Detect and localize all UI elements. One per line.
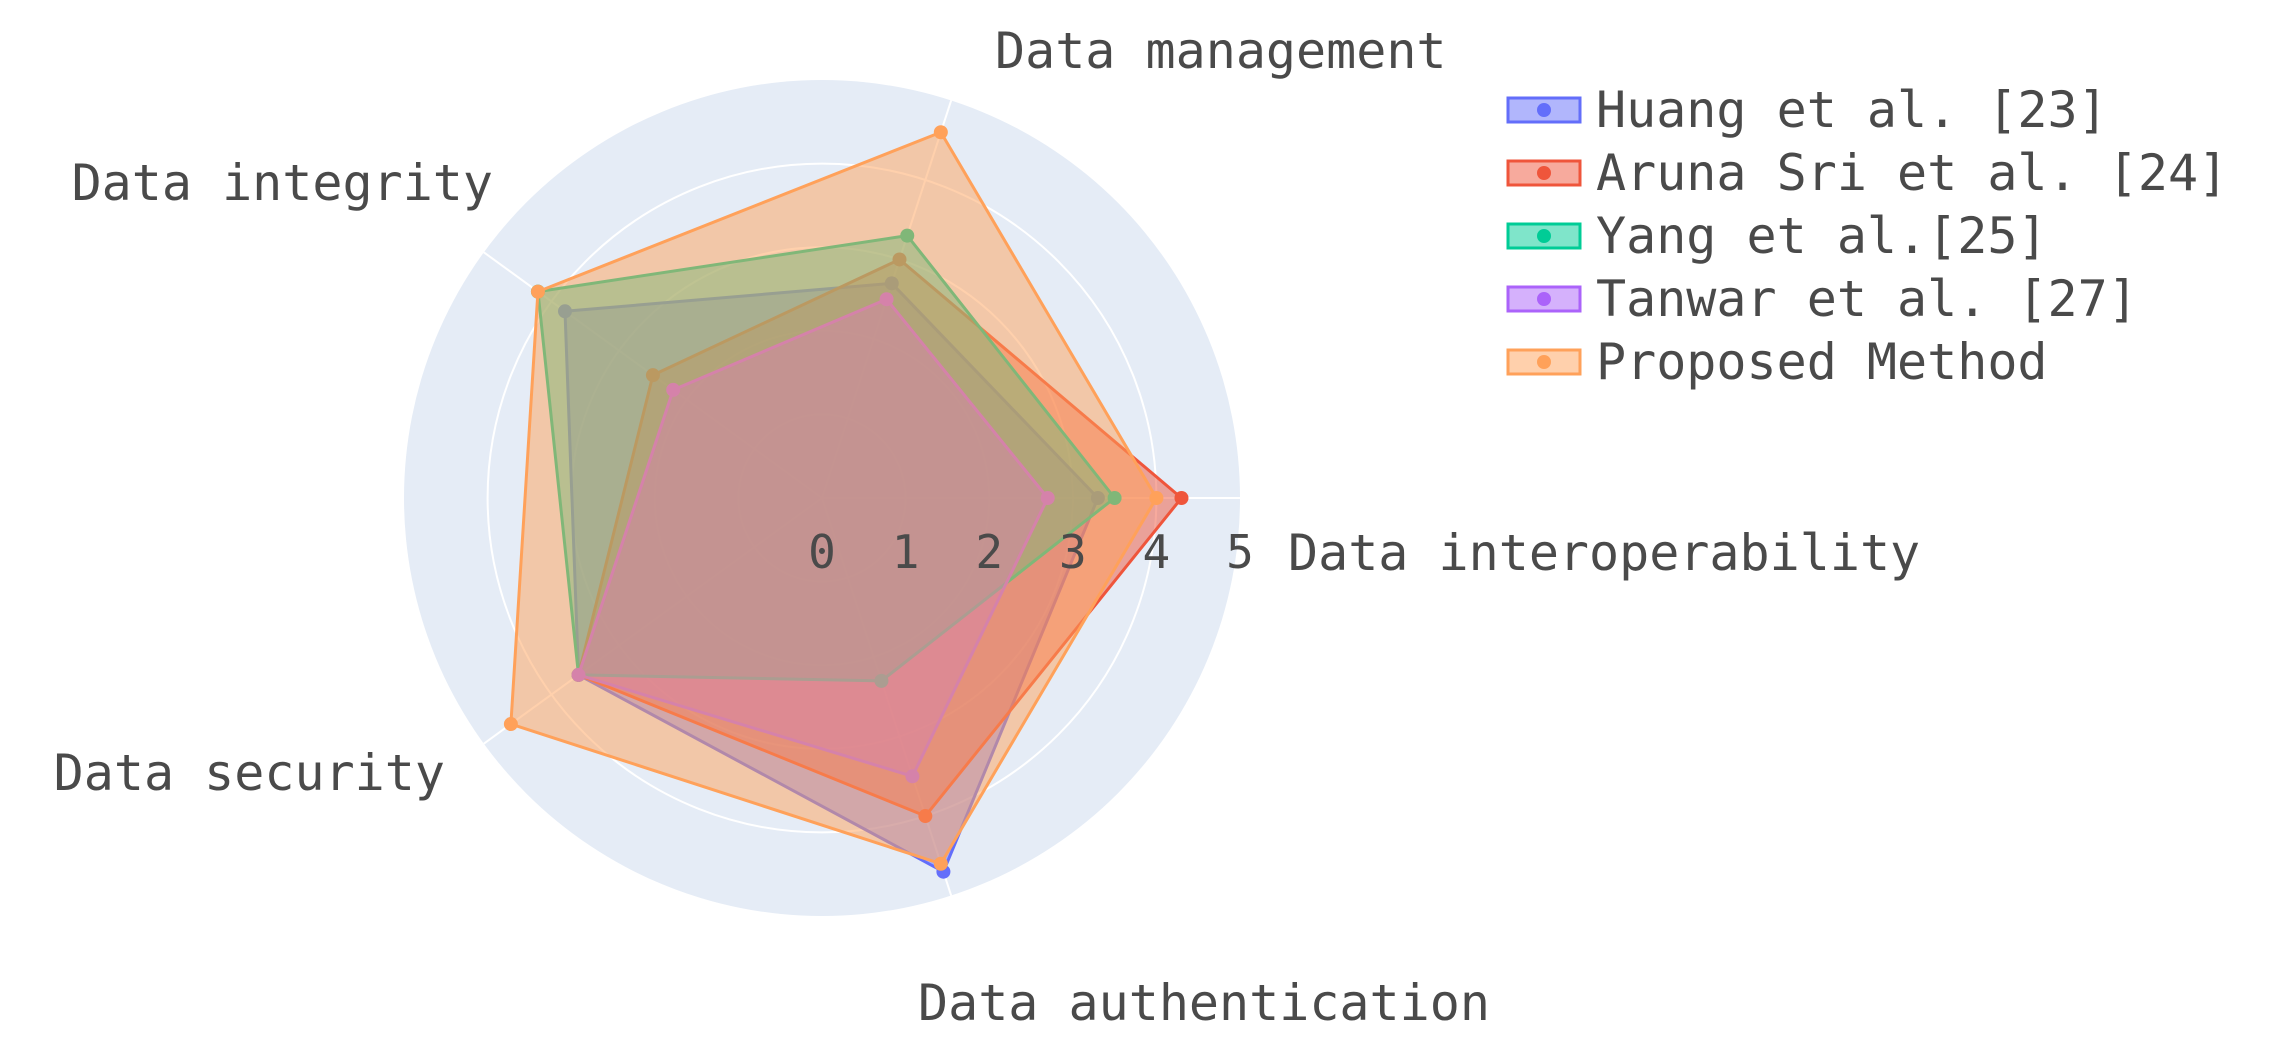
axis-label: Data security — [54, 744, 445, 802]
radial-tick-label: 3 — [1059, 525, 1087, 579]
series-point[interactable] — [531, 285, 545, 299]
legend-marker — [1537, 292, 1551, 306]
series-point[interactable] — [934, 857, 948, 871]
axis-label: Data integrity — [72, 154, 493, 212]
series-point[interactable] — [1174, 491, 1188, 505]
radial-tick-label: 0 — [808, 525, 836, 579]
legend-item[interactable]: Proposed Method — [1508, 333, 2048, 391]
legend-item[interactable]: Yang et al.[25] — [1508, 207, 2048, 265]
axis-label: Data interoperability — [1288, 524, 1920, 582]
legend-label: Huang et al. [23] — [1596, 81, 2108, 139]
legend-label: Proposed Method — [1596, 333, 2048, 391]
legend-marker — [1537, 229, 1551, 243]
legend-marker — [1537, 355, 1551, 369]
radial-tick-label: 5 — [1226, 525, 1254, 579]
axis-label: Data authentication — [918, 974, 1490, 1032]
series-point[interactable] — [1149, 491, 1163, 505]
legend: Huang et al. [23]Aruna Sri et al. [24]Ya… — [1508, 81, 2228, 391]
series-point[interactable] — [504, 717, 518, 731]
axis-label: Data management — [995, 22, 1447, 80]
legend-item[interactable]: Tanwar et al. [27] — [1508, 270, 2138, 328]
radial-tick-label: 1 — [892, 525, 920, 579]
legend-marker — [1537, 166, 1551, 180]
legend-label: Tanwar et al. [27] — [1596, 270, 2138, 328]
radial-tick-label: 4 — [1143, 525, 1171, 579]
legend-item[interactable]: Aruna Sri et al. [24] — [1508, 144, 2228, 202]
legend-label: Aruna Sri et al. [24] — [1596, 144, 2228, 202]
legend-marker — [1537, 103, 1551, 117]
radial-tick-label: 2 — [975, 525, 1003, 579]
legend-label: Yang et al.[25] — [1596, 207, 2048, 265]
series-point[interactable] — [934, 125, 948, 139]
legend-item[interactable]: Huang et al. [23] — [1508, 81, 2108, 139]
